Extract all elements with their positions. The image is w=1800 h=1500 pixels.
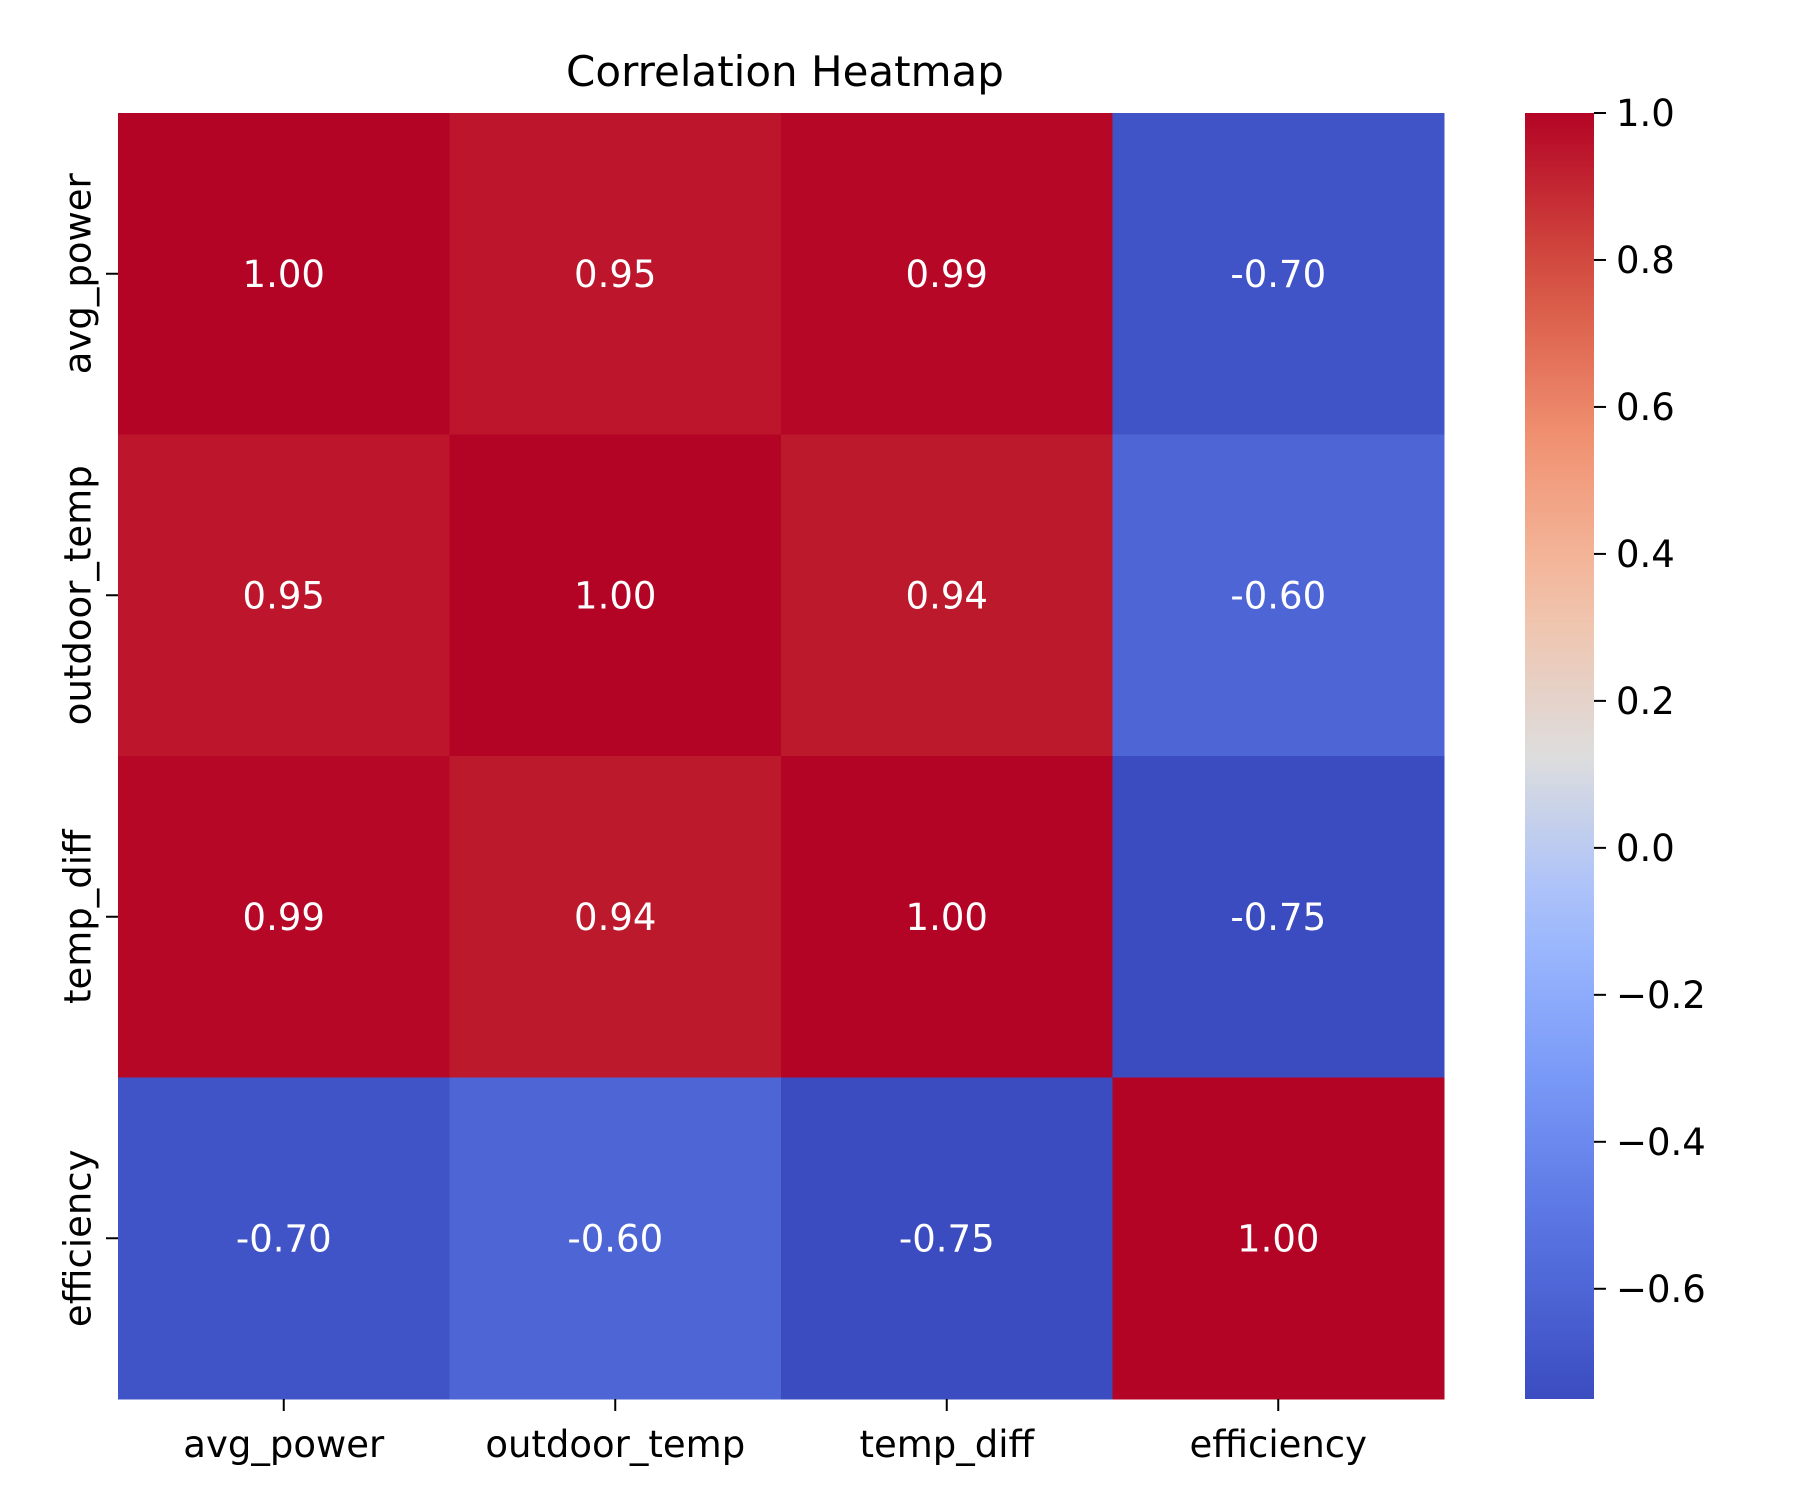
cell-value-label: 0.99: [906, 253, 988, 296]
chart-title: Correlation Heatmap: [566, 47, 1004, 96]
x-tick-label: avg_power: [183, 1423, 385, 1466]
y-tick-label: efficiency: [57, 1149, 100, 1327]
cell-value-label: 0.94: [574, 896, 656, 939]
colorbar-tick-label: 1.0: [1616, 92, 1675, 135]
cell-value-label: 0.95: [243, 574, 325, 617]
cell-value-label: 0.94: [906, 574, 988, 617]
y-tick-label: temp_diff: [57, 828, 100, 1004]
heatmap-cell: [781, 113, 1113, 435]
colorbar-tick-label: −0.2: [1616, 974, 1706, 1017]
cell-value-label: -0.60: [1230, 574, 1326, 617]
cell-value-label: 1.00: [243, 253, 325, 296]
cell-value-label: -0.70: [236, 1217, 332, 1260]
heatmap-cell: [449, 434, 782, 757]
heatmap-cell: [1112, 434, 1445, 757]
cell-value-label: -0.60: [567, 1217, 663, 1260]
cell-value-label: 1.00: [906, 896, 988, 939]
heatmap-cell: [118, 434, 450, 757]
heatmap-cell: [781, 756, 1113, 1078]
heatmap-cell: [781, 434, 1113, 757]
cell-value-label: -0.75: [1230, 896, 1326, 939]
heatmap-cell: [1112, 1077, 1445, 1400]
colorbar: 1.0 0.8 0.6 0.4 0.2 0.0 −0.2 −0.4 −0.6: [1525, 92, 1706, 1399]
cell-value-label: 0.95: [574, 253, 656, 296]
y-tick-label: avg_power: [57, 173, 100, 375]
heatmap-cell: [1112, 113, 1445, 435]
heatmap-cell: [118, 1077, 450, 1400]
colorbar-gradient: [1525, 113, 1594, 1399]
x-axis: avg_power outdoor_temp temp_diff efficiency: [183, 1399, 1367, 1466]
cell-value-label: 1.00: [574, 574, 656, 617]
colorbar-tick-label: 0.6: [1616, 386, 1675, 429]
x-tick-label: efficiency: [1189, 1423, 1367, 1466]
cell-value-label: 1.00: [1237, 1217, 1319, 1260]
heatmap-cell: [449, 1077, 782, 1400]
x-tick-label: temp_diff: [859, 1423, 1035, 1466]
colorbar-tick-label: 0.0: [1616, 827, 1675, 870]
heatmap-cell: [118, 756, 450, 1078]
heatmap-cell: [449, 113, 782, 435]
colorbar-tick-label: 0.4: [1616, 533, 1675, 576]
x-tick-label: outdoor_temp: [485, 1423, 745, 1466]
heatmap-cell: [118, 113, 450, 435]
colorbar-tick-label: −0.4: [1616, 1121, 1706, 1164]
heatmap-cell: [449, 756, 782, 1078]
y-tick-label: outdoor_temp: [57, 465, 100, 725]
heatmap-cell: [1112, 756, 1445, 1078]
cell-value-label: 0.99: [243, 896, 325, 939]
y-axis: avg_power outdoor_temp temp_diff efficiency: [57, 173, 118, 1327]
colorbar-tick-label: −0.6: [1616, 1268, 1706, 1311]
heatmap-cells: 1.00 0.95 0.99 -0.70 0.95 1.00 0.94 -0.60 0.99 0.…: [118, 113, 1445, 1400]
colorbar-tick-label: 0.8: [1616, 239, 1675, 282]
colorbar-tick-label: 0.2: [1616, 680, 1675, 723]
cell-value-label: -0.70: [1230, 253, 1326, 296]
heatmap-cell: [781, 1077, 1113, 1400]
cell-value-label: -0.75: [899, 1217, 995, 1260]
